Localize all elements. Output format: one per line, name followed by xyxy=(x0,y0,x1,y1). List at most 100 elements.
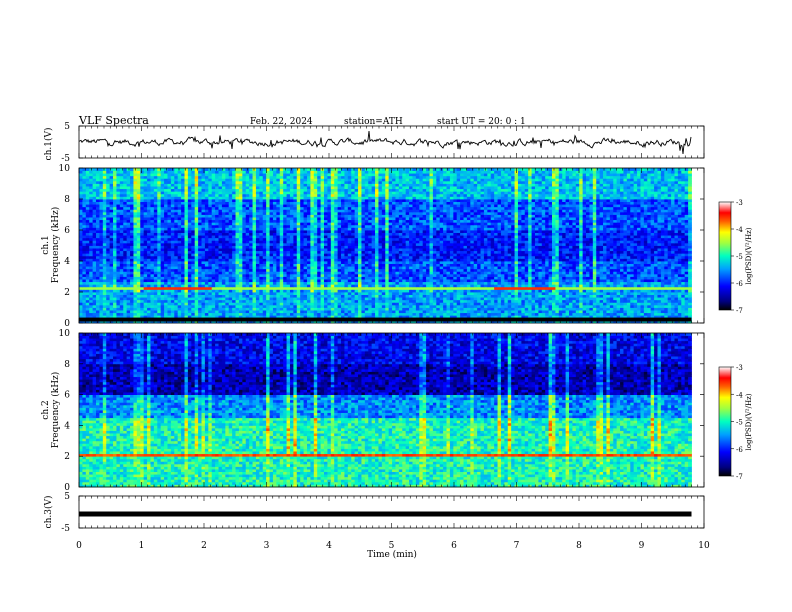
spectrogram-cell xyxy=(86,295,90,298)
spectrogram-cell xyxy=(103,279,107,282)
spectrogram-cell xyxy=(521,297,525,300)
spectrogram-cell xyxy=(668,261,672,264)
spectrogram-cell xyxy=(355,274,359,277)
spectrogram-cell xyxy=(93,297,97,300)
spectrogram-cell xyxy=(647,305,651,308)
spectrogram-cell xyxy=(331,258,335,261)
spectrogram-cell xyxy=(351,269,355,272)
spectrogram-cell xyxy=(300,277,304,280)
spectrogram-cell xyxy=(685,302,689,305)
spectrogram-cell xyxy=(644,313,648,316)
spectrogram-cell xyxy=(634,271,638,274)
spectrogram-cell xyxy=(419,277,423,280)
spectrogram-cell xyxy=(395,258,399,261)
spectrogram-cell xyxy=(290,271,294,274)
spectrogram-cell xyxy=(361,264,365,267)
spectrogram-cell xyxy=(310,269,314,272)
spectrogram-cell xyxy=(351,277,355,280)
spectrogram-cell xyxy=(627,269,631,272)
spectrogram-cell xyxy=(106,308,110,311)
spectrogram-cell xyxy=(470,258,474,261)
spectrogram-cell xyxy=(453,295,457,298)
spectrogram-cell xyxy=(674,292,678,295)
spectrogram-cell xyxy=(147,271,151,274)
spectrogram-cell xyxy=(273,277,277,280)
spectrogram-cell xyxy=(385,271,389,274)
spectrogram-cell xyxy=(86,289,90,292)
spectrogram-cell xyxy=(501,269,505,272)
spectrogram-cell xyxy=(389,264,393,267)
spectrogram-cell xyxy=(144,300,148,303)
spectrogram-cell xyxy=(562,284,566,287)
spectrogram-cell xyxy=(674,279,678,282)
spectrogram-cell xyxy=(651,310,655,313)
spectrogram-cell xyxy=(429,258,433,261)
spectrogram-cell xyxy=(133,305,137,308)
spectrogram-cell xyxy=(521,282,525,285)
spectrogram-cell xyxy=(150,300,154,303)
spectrogram-cell xyxy=(423,302,427,305)
spectrogram-cell xyxy=(515,277,519,280)
spectrogram-cell xyxy=(205,313,209,316)
spectrogram-cell xyxy=(640,271,644,274)
spectrogram-cell xyxy=(219,253,223,256)
spectrogram-cell xyxy=(518,308,522,311)
spectrogram-cell xyxy=(116,287,120,290)
spectrogram-cell xyxy=(416,292,420,295)
spectrogram-cell xyxy=(103,253,107,256)
spectrogram-cell xyxy=(538,282,542,285)
spectrogram-cell xyxy=(164,292,168,295)
spectrogram-cell xyxy=(627,289,631,292)
spectrogram-cell xyxy=(481,266,485,269)
spectrogram-cell xyxy=(627,261,631,264)
spectrogram-cell xyxy=(395,269,399,272)
spectrogram-cell xyxy=(447,282,451,285)
spectrogram-cell xyxy=(661,279,665,282)
spectrogram-cell xyxy=(236,305,240,308)
spectrogram-cell xyxy=(576,271,580,274)
spectrogram-cell xyxy=(600,271,604,274)
spectrogram-cell xyxy=(321,271,325,274)
spectrogram-cell xyxy=(157,282,161,285)
spectrogram-cell xyxy=(562,287,566,290)
spectrogram-cell xyxy=(603,274,607,277)
spectrogram-cell xyxy=(310,261,314,264)
spectrogram-cell xyxy=(460,297,464,300)
spectrogram-cell xyxy=(603,271,607,274)
spectrogram-cell xyxy=(344,302,348,305)
spectrogram-cell xyxy=(191,253,195,256)
spectrogram-cell xyxy=(569,271,573,274)
spectrogram-cell xyxy=(290,289,294,292)
spectrogram-cell xyxy=(120,271,124,274)
spectrogram-cell xyxy=(477,287,481,290)
spectrogram-cell xyxy=(293,302,297,305)
spectrogram-cell xyxy=(477,277,481,280)
spectrogram-cell xyxy=(671,308,675,311)
spectrogram-cell xyxy=(576,300,580,303)
spectrogram-cell xyxy=(327,279,331,282)
spectrogram-cell xyxy=(314,284,318,287)
spectrogram-cell xyxy=(521,269,525,272)
spectrogram-cell xyxy=(532,274,536,277)
spectrogram-cell xyxy=(402,269,406,272)
spectrogram-cell xyxy=(270,253,274,256)
spectrogram-cell xyxy=(501,266,505,269)
spectrogram-cell xyxy=(406,264,410,267)
spectrogram-cell xyxy=(436,258,440,261)
spectrogram-cell xyxy=(572,271,576,274)
spectrogram-cell xyxy=(133,274,137,277)
spectrogram-cell xyxy=(498,258,502,261)
spectrogram-cell xyxy=(661,308,665,311)
spectrogram-cell xyxy=(334,269,338,272)
spectrogram-cell xyxy=(515,279,519,282)
spectrogram-cell xyxy=(307,266,311,269)
spectrogram-cell xyxy=(440,279,444,282)
spectrogram-cell xyxy=(283,253,287,256)
spectrogram-cell xyxy=(327,274,331,277)
spectrogram-cell xyxy=(617,282,621,285)
spectrogram-cell xyxy=(457,274,461,277)
spectrogram-cell xyxy=(606,295,610,298)
spectrogram-cell xyxy=(276,313,280,316)
spectrogram-cell xyxy=(606,302,610,305)
spectrogram-cell xyxy=(375,292,379,295)
